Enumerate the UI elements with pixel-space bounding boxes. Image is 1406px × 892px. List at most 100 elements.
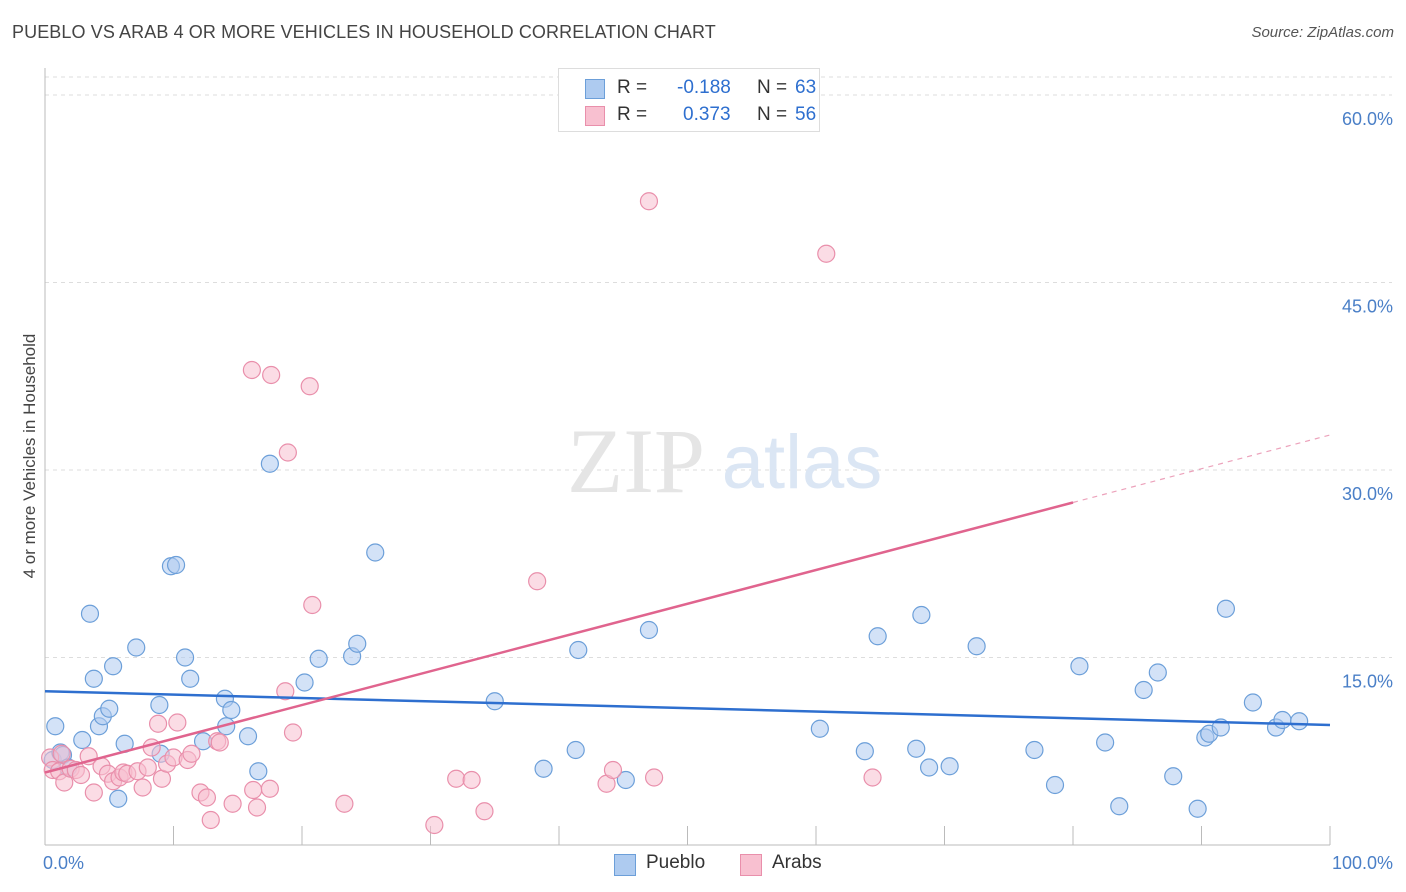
pueblo-point bbox=[100, 699, 119, 718]
pueblo-point bbox=[1273, 710, 1292, 730]
pueblo-point bbox=[569, 640, 588, 660]
arabs-r-value: 0.373 bbox=[683, 104, 731, 125]
pueblo-point bbox=[566, 740, 585, 760]
arabs-point bbox=[133, 778, 152, 797]
watermark: ZIP atlas bbox=[567, 410, 882, 512]
pueblo-point bbox=[104, 657, 123, 676]
arabs-point bbox=[603, 760, 623, 780]
y-tick-label: 45.0% bbox=[1342, 297, 1393, 317]
pueblo-point bbox=[1134, 680, 1153, 700]
pueblo-point bbox=[309, 649, 328, 668]
arabs-point bbox=[335, 794, 354, 813]
pueblo-point bbox=[810, 719, 829, 738]
arabs-point bbox=[863, 768, 882, 787]
pueblo-point bbox=[1070, 657, 1089, 676]
x-tick-label-max: 100.0% bbox=[1332, 853, 1393, 873]
pueblo-point bbox=[260, 454, 279, 473]
pueblo-point bbox=[1110, 797, 1129, 816]
arabs-swatch bbox=[585, 106, 605, 126]
arabs-point bbox=[276, 682, 295, 701]
pueblo-point bbox=[967, 637, 986, 656]
tick-labels: 15.0% 30.0% 45.0% 60.0% 0.0% 100.0% bbox=[43, 109, 1393, 873]
y-tick-label: 15.0% bbox=[1342, 672, 1393, 692]
arabs-point bbox=[138, 758, 157, 777]
pueblo-point bbox=[868, 627, 887, 646]
arabs-point bbox=[260, 779, 279, 798]
arabs-r-label: R = bbox=[617, 104, 648, 125]
pueblo-point bbox=[907, 739, 926, 758]
watermark-zip: ZIP bbox=[567, 410, 705, 512]
arabs-point bbox=[197, 788, 217, 807]
watermark-atlas: atlas bbox=[722, 420, 883, 505]
pueblo-point bbox=[181, 669, 200, 688]
arabs-trend-line bbox=[44, 501, 1074, 774]
pueblo-point bbox=[84, 669, 103, 688]
pueblo-point bbox=[1164, 767, 1183, 786]
pueblo-point bbox=[150, 695, 169, 715]
pueblo-r-value: -0.188 bbox=[677, 77, 731, 98]
pueblo-point bbox=[1216, 599, 1236, 618]
pueblo-swatch bbox=[585, 79, 605, 99]
arabs-trend-extension bbox=[1072, 434, 1331, 504]
arabs-point bbox=[52, 744, 71, 763]
pueblo-point bbox=[238, 727, 258, 746]
pueblo-point bbox=[616, 770, 635, 790]
pueblo-point bbox=[1243, 693, 1263, 712]
pueblo-point bbox=[1045, 775, 1065, 795]
pueblo-point bbox=[109, 789, 128, 808]
arabs-point bbox=[425, 815, 444, 835]
pueblo-point bbox=[366, 543, 385, 562]
bottom-arabs-label: Arabs bbox=[772, 852, 822, 873]
pueblo-point bbox=[534, 759, 553, 778]
axes bbox=[44, 68, 1331, 846]
arabs-point bbox=[817, 244, 836, 263]
arabs-point bbox=[84, 783, 103, 802]
pueblo-point bbox=[639, 620, 659, 640]
arabs-point bbox=[447, 769, 466, 788]
arabs-point bbox=[639, 192, 659, 211]
y-tick-label: 60.0% bbox=[1342, 109, 1393, 129]
pueblo-point bbox=[919, 758, 939, 777]
bottom-pueblo-swatch bbox=[614, 854, 636, 876]
correlation-legend: R = -0.188 N = 63 R = 0.373 N = 56 bbox=[558, 68, 820, 132]
arabs-point bbox=[247, 798, 267, 817]
arabs-point bbox=[475, 802, 494, 821]
arabs-n-label: N = bbox=[757, 104, 788, 125]
arabs-point bbox=[528, 572, 547, 591]
arabs-point bbox=[262, 365, 281, 385]
pueblo-point bbox=[295, 673, 314, 692]
arabs-point bbox=[182, 744, 201, 763]
y-tick-label: 30.0% bbox=[1342, 484, 1393, 504]
pueblo-point bbox=[222, 700, 241, 720]
pueblo-trend-line bbox=[44, 690, 1331, 727]
arabs-point bbox=[210, 733, 229, 752]
pueblo-n-value: 63 bbox=[795, 77, 817, 98]
pueblo-point bbox=[166, 555, 186, 575]
arabs-point bbox=[223, 794, 242, 813]
arabs-point bbox=[244, 780, 263, 800]
arabs-point bbox=[644, 768, 664, 787]
pueblo-point bbox=[940, 757, 959, 776]
arabs-point bbox=[71, 765, 91, 785]
pueblo-n-label: N = bbox=[757, 77, 788, 98]
arabs-point bbox=[148, 714, 168, 733]
arabs-point bbox=[462, 770, 481, 790]
pueblo-point bbox=[1025, 740, 1044, 760]
arabs-n-value: 56 bbox=[795, 104, 817, 125]
x-tick-label-min: 0.0% bbox=[43, 853, 84, 873]
arabs-point bbox=[300, 377, 319, 396]
pueblo-point bbox=[485, 692, 504, 711]
pueblo-point bbox=[80, 604, 100, 623]
pueblo-r-label: R = bbox=[617, 77, 648, 98]
pueblo-point bbox=[912, 605, 931, 625]
arabs-point bbox=[142, 738, 161, 757]
arabs-point bbox=[201, 810, 220, 830]
pueblo-point bbox=[46, 717, 65, 736]
pueblo-point bbox=[855, 742, 874, 761]
arabs-point bbox=[283, 723, 303, 742]
arabs-point bbox=[303, 595, 322, 615]
pueblo-point bbox=[1290, 712, 1309, 731]
arabs-point bbox=[278, 443, 297, 462]
pueblo-point bbox=[348, 634, 367, 653]
